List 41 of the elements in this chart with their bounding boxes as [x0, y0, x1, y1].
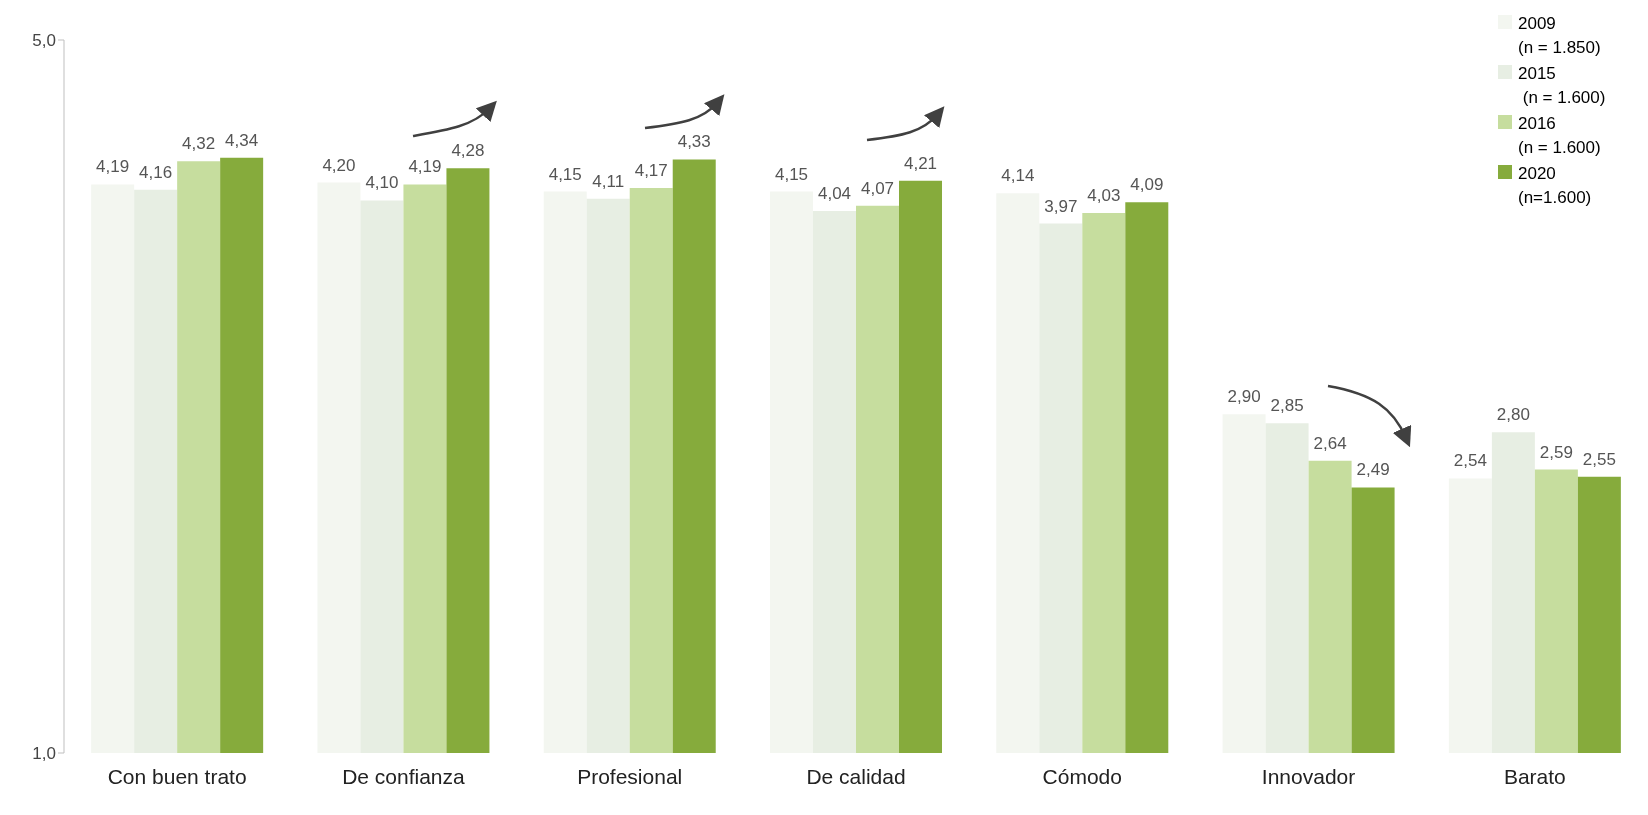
y-tick-label: 1,0 — [32, 744, 56, 764]
x-tick-label: Cómodo — [1042, 764, 1122, 788]
data-label: 2,55 — [1582, 449, 1616, 469]
data-label: 4,09 — [1130, 175, 1164, 195]
data-label: 4,32 — [182, 134, 216, 154]
x-tick-label: Con buen trato — [107, 764, 247, 788]
data-label: 4,17 — [634, 160, 668, 180]
data-label: 2,64 — [1313, 433, 1347, 453]
data-label: 4,15 — [548, 164, 582, 184]
x-tick-label: De confianza — [342, 764, 466, 788]
data-label: 2,49 — [1356, 460, 1390, 480]
data-label: 2,90 — [1227, 387, 1261, 407]
data-label: 4,07 — [860, 178, 895, 198]
data-label: 4,33 — [677, 132, 711, 152]
data-label: 4,04 — [817, 184, 852, 204]
data-label: 2,80 — [1496, 405, 1530, 425]
data-label: 4,21 — [903, 153, 938, 173]
x-tick-label: De calidad — [806, 764, 906, 788]
x-tick-label: Innovador — [1261, 764, 1356, 788]
data-label: 4,10 — [365, 173, 399, 193]
legend-label: 2009 (n = 1.850) — [1518, 13, 1602, 59]
data-label: 4,19 — [408, 157, 442, 177]
legend-label: 2016 (n = 1.600) — [1518, 113, 1602, 159]
data-label: 2,54 — [1453, 451, 1487, 471]
data-label: 4,28 — [451, 141, 485, 161]
data-label: 4,34 — [225, 130, 259, 150]
data-label: 4,03 — [1087, 185, 1121, 205]
data-label: 2,85 — [1270, 396, 1304, 416]
data-label: 2,59 — [1539, 442, 1573, 462]
legend-label: 2015 (n = 1.600) — [1518, 63, 1607, 109]
legend-label: 2020 (n=1.600) — [1518, 163, 1593, 209]
data-label: 4,19 — [96, 157, 130, 177]
x-tick-label: Profesional — [577, 764, 683, 788]
data-label: 4,14 — [1001, 166, 1035, 186]
x-tick-label: Barato — [1503, 764, 1566, 788]
data-label: 4,20 — [322, 155, 356, 175]
data-label: 4,11 — [592, 171, 625, 191]
data-label: 4,15 — [774, 164, 809, 184]
data-label: 3,97 — [1044, 196, 1078, 216]
y-tick-label: 5,0 — [32, 31, 56, 51]
data-label: 4,16 — [139, 162, 173, 182]
